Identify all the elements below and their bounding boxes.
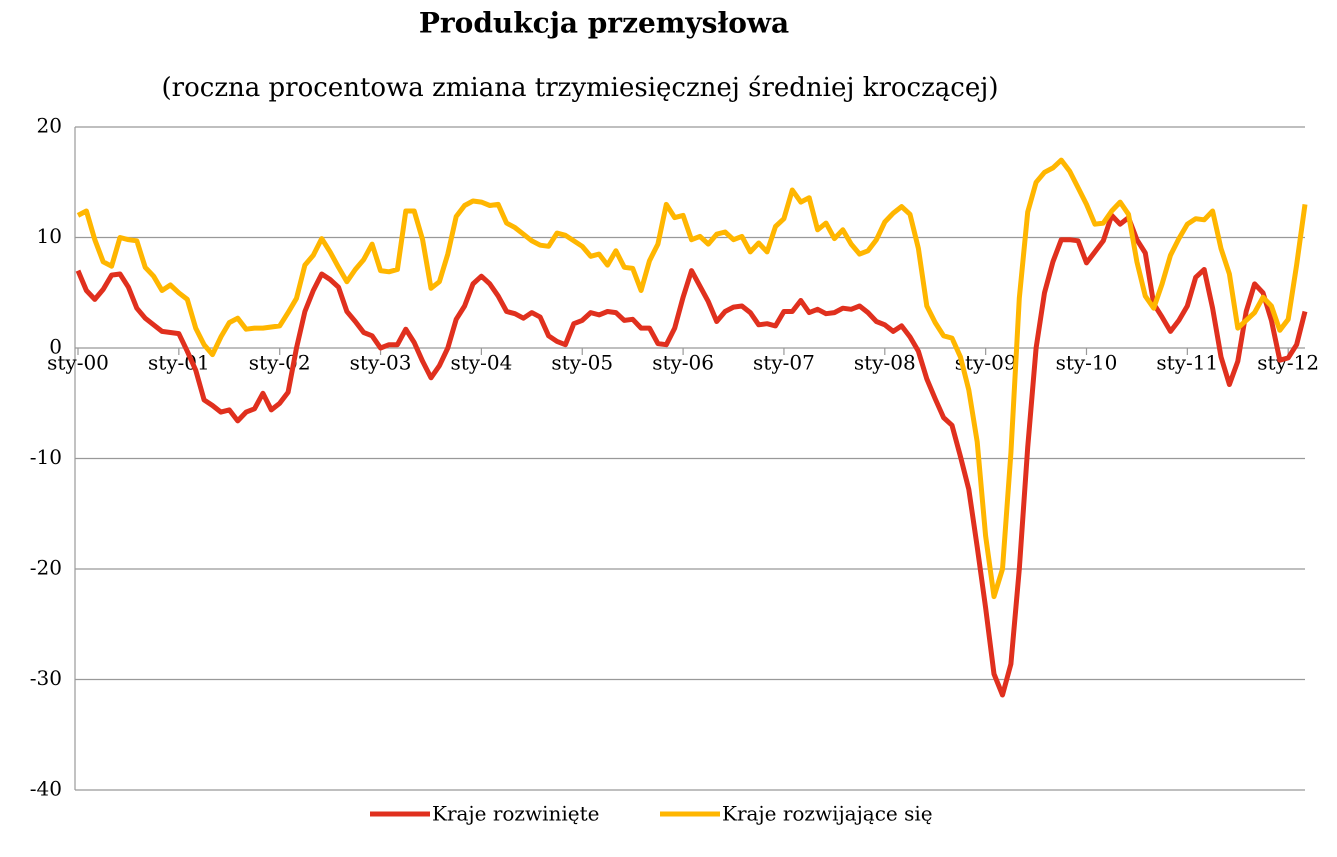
x-tick-label: sty-03 — [350, 351, 412, 375]
x-tick-label: sty-11 — [1156, 351, 1218, 375]
y-tick-label: -40 — [30, 777, 62, 801]
x-tick-label: sty-10 — [1056, 351, 1118, 375]
x-tick-label: sty-00 — [47, 351, 109, 375]
x-tick-label: sty-07 — [753, 351, 815, 375]
y-tick-label: -10 — [30, 445, 62, 469]
x-tick-label: sty-06 — [652, 351, 714, 375]
chart-title: Produkcja przemysłowa — [419, 7, 789, 40]
y-tick-label: 0 — [49, 335, 62, 359]
x-tick-label: sty-08 — [854, 351, 916, 375]
series-line — [76, 157, 1308, 600]
x-tick-label: sty-05 — [551, 351, 613, 375]
y-tick-label: -30 — [30, 666, 62, 690]
y-tick-label: 10 — [37, 224, 62, 248]
x-tick-label: sty-04 — [450, 351, 512, 375]
legend-label: Kraje rozwinięte — [432, 802, 599, 826]
y-tick-label: -20 — [30, 556, 62, 580]
chart-subtitle: (roczna procentowa zmiana trzymiesięczne… — [162, 73, 999, 103]
x-tick-label: sty-02 — [249, 351, 311, 375]
x-tick-label: sty-01 — [148, 351, 210, 375]
y-tick-label: 20 — [37, 114, 62, 138]
legend-label: Kraje rozwijające się — [722, 802, 933, 826]
series-line — [75, 212, 1308, 698]
